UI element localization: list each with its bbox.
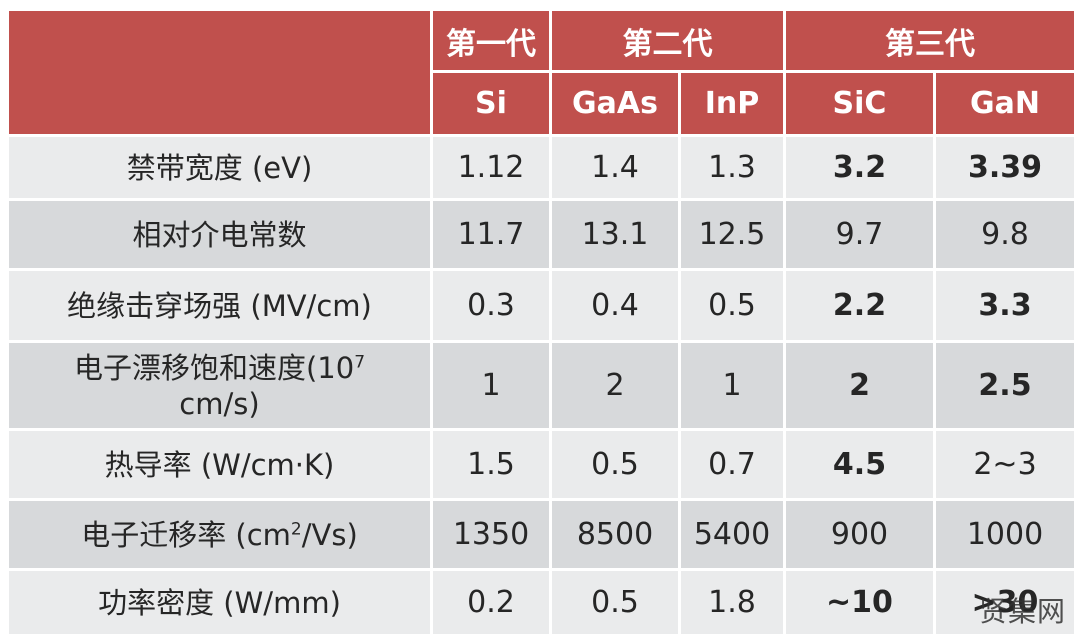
cell-gaas: 0.5 [549,428,681,501]
row-label: 禁带宽度 (eV) [6,134,433,201]
header-gen-3: 第三代 [783,8,1077,73]
cell-si: 0.3 [430,268,552,343]
cell-gaas: 0.5 [549,568,681,637]
cell-gaas: 2 [549,340,681,431]
cell-gan: >30 [933,568,1077,637]
table-row-electron-mobility: 电子迁移率 (cm2/Vs) 1350 8500 5400 900 1000 [6,498,1077,571]
cell-gaas: 1.4 [549,134,681,201]
cell-sic: 2 [783,340,936,431]
row-label: 电子漂移饱和速度(107 cm/s) [6,340,433,431]
table-row-breakdown-field: 绝缘击穿场强 (MV/cm) 0.3 0.4 0.5 2.2 3.3 [6,268,1077,343]
cell-inp: 1.3 [678,134,786,201]
cell-gan: 2.5 [933,340,1077,431]
cell-gaas: 8500 [549,498,681,571]
cell-sic: 2.2 [783,268,936,343]
row-label-main: 电子漂移饱和速度(10 [73,350,355,385]
row-label-exponent: 2 [290,518,302,539]
cell-gaas: 13.1 [549,198,681,271]
generation-header-row: 第一代 第二代 第三代 [6,8,1077,137]
semiconductor-comparison-table: 第一代 第二代 第三代 Si GaAs InP SiC GaN 禁带宽度 (eV… [6,8,1077,637]
cell-sic: 3.2 [783,134,936,201]
cell-inp: 1.8 [678,568,786,637]
row-label: 功率密度 (W/mm) [6,568,433,637]
cell-gan: 3.3 [933,268,1077,343]
row-label-main: 电子迁移率 (cm [81,517,291,552]
header-material-si: Si [430,70,552,137]
table-row-power-density: 功率密度 (W/mm) 0.2 0.5 1.8 ~10 >30 [6,568,1077,637]
cell-sic: 9.7 [783,198,936,271]
cell-inp: 0.7 [678,428,786,501]
table-row-dielectric: 相对介电常数 11.7 13.1 12.5 9.7 9.8 [6,198,1077,271]
cell-si: 1350 [430,498,552,571]
cell-inp: 1 [678,340,786,431]
row-label: 绝缘击穿场强 (MV/cm) [6,268,433,343]
row-label-tail: /Vs) [301,517,358,552]
header-material-gan: GaN [933,70,1077,137]
table-row-bandgap: 禁带宽度 (eV) 1.12 1.4 1.3 3.2 3.39 [6,134,1077,201]
cell-gan: 1000 [933,498,1077,571]
material-header-row: Si GaAs InP SiC GaN [8,70,1077,137]
cell-si: 1.5 [430,428,552,501]
cell-inp: 5400 [678,498,786,571]
header-material-inp: InP [678,70,786,137]
cell-inp: 12.5 [678,198,786,271]
header-gen-2: 第二代 [549,8,786,73]
cell-gaas: 0.4 [549,268,681,343]
row-label: 热导率 (W/cm·K) [6,428,433,501]
cell-sic: ~10 [783,568,936,637]
site-watermark: 贤集网 [978,595,1066,628]
row-label-tail: cm/s) [179,386,260,421]
cell-si: 0.2 [430,568,552,637]
row-label: 相对介电常数 [6,198,433,271]
cell-si: 1 [430,340,552,431]
cell-gan: 3.39 [933,134,1077,201]
row-label-exponent: 7 [354,351,366,372]
row-label: 电子迁移率 (cm2/Vs) [6,498,433,571]
header-material-gaas: GaAs [549,70,681,137]
cell-gan: 2~3 [933,428,1077,501]
header-material-sic: SiC [783,70,936,137]
table-row-thermal-conductivity: 热导率 (W/cm·K) 1.5 0.5 0.7 4.5 2~3 [6,428,1077,501]
header-corner-cell [6,8,433,137]
cell-gan: 9.8 [933,198,1077,271]
cell-si: 11.7 [430,198,552,271]
cell-sic: 4.5 [783,428,936,501]
cell-inp: 0.5 [678,268,786,343]
cell-si: 1.12 [430,134,552,201]
table-row-saturation-velocity: 电子漂移饱和速度(107 cm/s) 1 2 1 2 2.5 [6,340,1077,431]
header-gen-1: 第一代 [430,8,552,73]
cell-sic: 900 [783,498,936,571]
